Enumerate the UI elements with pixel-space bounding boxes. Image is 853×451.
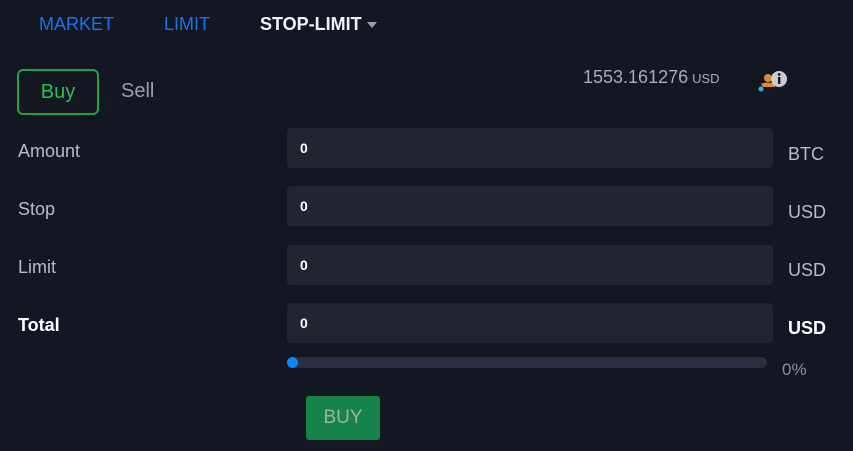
amount-unit: BTC (788, 144, 824, 164)
balance-value: 1553.161276 (583, 67, 689, 87)
percent-slider[interactable] (287, 357, 767, 368)
total-input[interactable] (287, 303, 773, 343)
buy-submit-button[interactable]: BUY (306, 396, 380, 440)
limit-unit: USD (788, 260, 827, 280)
tab-limit[interactable]: LIMIT (164, 14, 211, 34)
balance-currency: USD (692, 71, 720, 86)
tab-market[interactable]: MARKET (39, 14, 115, 34)
total-label: Total (18, 315, 60, 335)
amount-label: Amount (18, 141, 81, 161)
amount-input[interactable] (287, 128, 773, 168)
caret-down-icon (366, 22, 377, 29)
slider-thumb[interactable] (287, 357, 298, 368)
total-unit: USD (788, 318, 827, 338)
tab-stop-limit[interactable]: STOP-LIMIT (260, 14, 377, 35)
stop-input[interactable] (287, 186, 773, 226)
limit-input[interactable] (287, 245, 773, 285)
stop-label: Stop (18, 199, 56, 219)
limit-label: Limit (18, 257, 57, 277)
wallet-info-icon[interactable] (757, 68, 793, 94)
available-balance: 1553.161276 USD (583, 67, 720, 88)
sell-side-button[interactable]: Sell (121, 80, 155, 102)
tab-stop-limit-label: STOP-LIMIT (260, 14, 362, 34)
buy-side-button[interactable]: Buy (17, 69, 99, 115)
slider-percent: 0% (782, 360, 807, 379)
stop-unit: USD (788, 202, 827, 222)
